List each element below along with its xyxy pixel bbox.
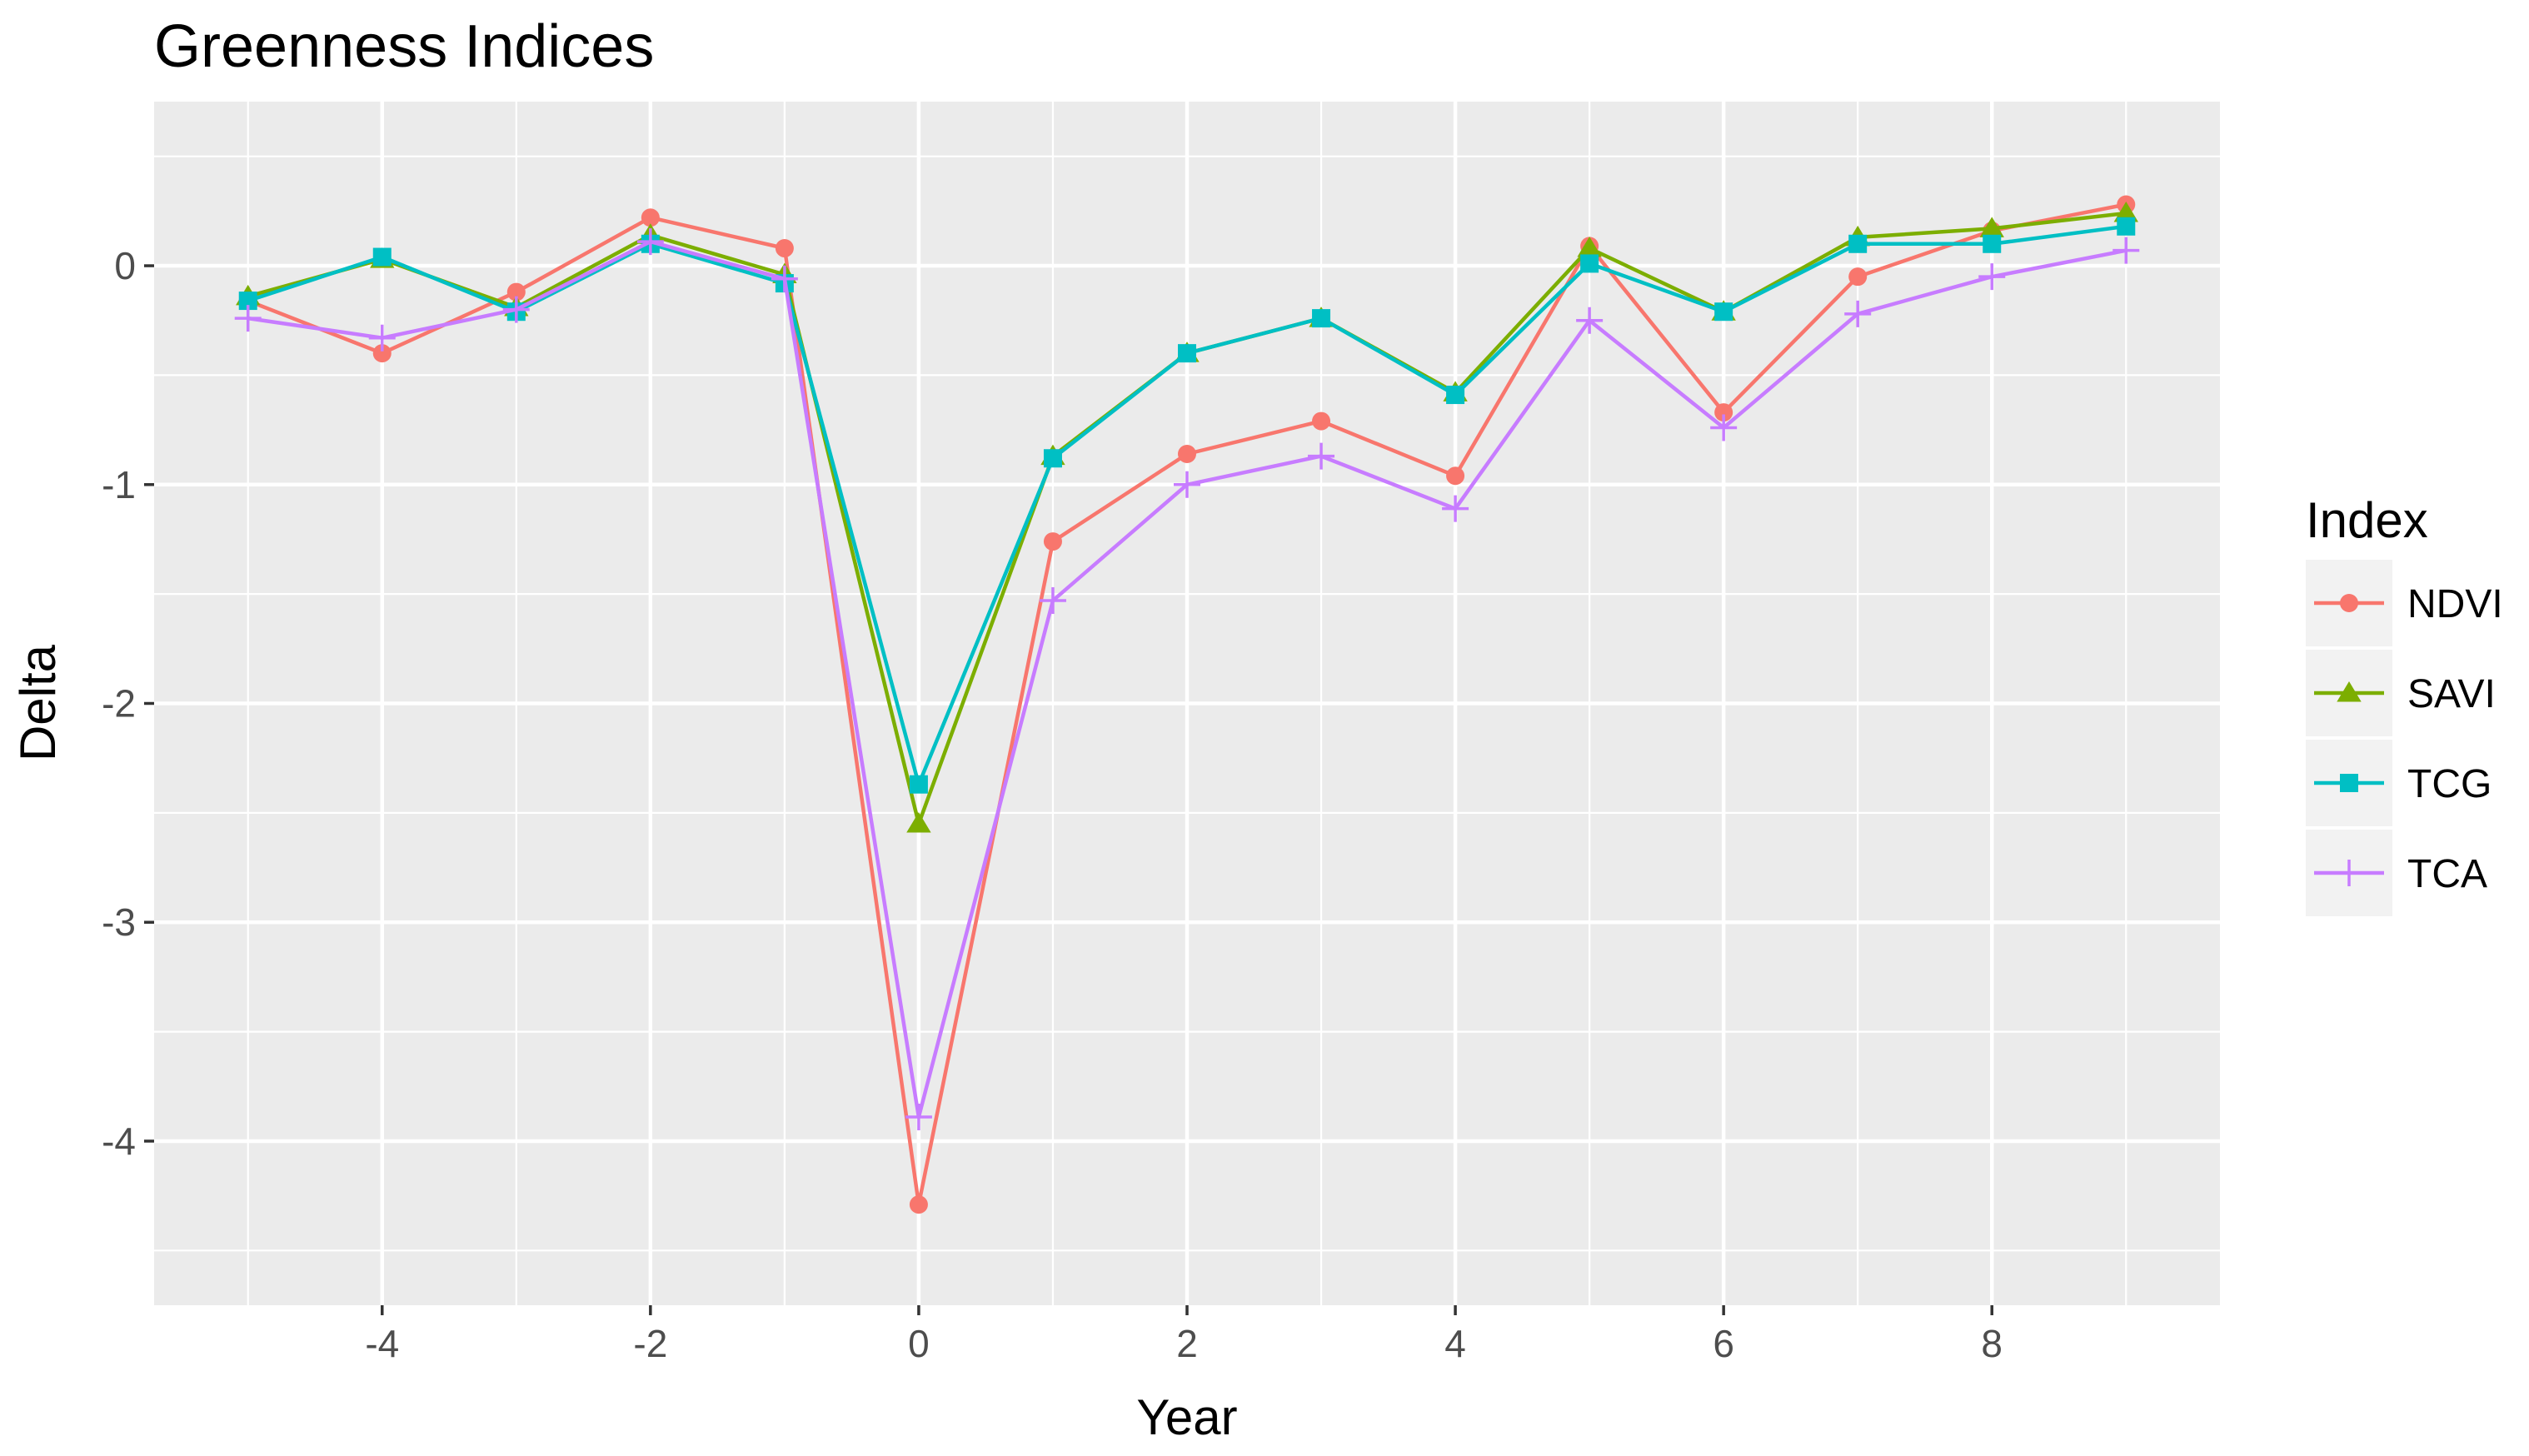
x-tick-label: -4 bbox=[365, 1322, 399, 1365]
legend-title: Index bbox=[2306, 492, 2428, 548]
data-point-ndvi bbox=[506, 282, 526, 302]
series-tcg bbox=[238, 217, 2136, 794]
data-point-tca bbox=[1039, 587, 1066, 615]
legend-item-tca: TCA bbox=[2306, 830, 2487, 916]
data-point-savi bbox=[906, 812, 931, 833]
data-point-tcg bbox=[1714, 302, 1733, 322]
series-tca bbox=[234, 228, 2140, 1131]
data-point-tcg bbox=[1178, 344, 1196, 363]
legend-marker-tca bbox=[2336, 860, 2362, 886]
data-point-tca bbox=[1576, 307, 1604, 334]
data-point-tca bbox=[368, 324, 396, 352]
data-point-tcg bbox=[1043, 449, 1062, 468]
legend: Index NDVI SAVI TCG TCA bbox=[2306, 492, 2503, 916]
legend-label-ndvi: NDVI bbox=[2407, 582, 2503, 626]
data-point-tcg bbox=[1848, 234, 1868, 253]
major-gridlines bbox=[154, 102, 2220, 1305]
data-point-tca bbox=[234, 305, 262, 332]
y-tick-label: 0 bbox=[114, 244, 136, 287]
data-point-ndvi bbox=[909, 1195, 928, 1214]
data-point-ndvi bbox=[1043, 532, 1062, 551]
legend-label-tca: TCA bbox=[2407, 852, 2487, 896]
data-point-tca bbox=[636, 228, 664, 256]
legend-label-savi: SAVI bbox=[2407, 672, 2496, 716]
legend-items: NDVI SAVI TCG TCA bbox=[2306, 560, 2503, 916]
legend-item-ndvi: NDVI bbox=[2306, 560, 2503, 646]
data-point-tcg bbox=[1580, 254, 1599, 273]
data-point-tcg bbox=[1312, 309, 1331, 328]
legend-label-tcg: TCG bbox=[2407, 762, 2492, 806]
legend-item-savi: SAVI bbox=[2306, 650, 2496, 736]
y-tick-label: -1 bbox=[102, 463, 136, 506]
data-point-tca bbox=[1978, 263, 2006, 291]
data-point-tca bbox=[1844, 300, 1872, 327]
x-tick-label: -2 bbox=[633, 1322, 667, 1365]
data-point-tcg bbox=[372, 247, 392, 267]
y-tick-label: -4 bbox=[102, 1119, 136, 1163]
data-point-tcg bbox=[909, 775, 928, 794]
x-tick-label: 4 bbox=[1444, 1322, 1466, 1365]
data-point-savi bbox=[2113, 201, 2138, 222]
data-point-ndvi bbox=[641, 208, 660, 227]
x-axis-title: Year bbox=[1136, 1389, 1237, 1445]
data-point-ndvi bbox=[372, 344, 392, 363]
data-point-tca bbox=[1174, 471, 1200, 498]
data-point-ndvi bbox=[1446, 466, 1465, 486]
data-point-tca bbox=[1308, 442, 1335, 470]
legend-item-tcg: TCG bbox=[2306, 740, 2492, 826]
legend-marker-savi bbox=[2337, 681, 2362, 702]
data-point-tcg bbox=[1446, 386, 1465, 405]
y-axis: -4 -3 -2 -1 0 bbox=[102, 244, 154, 1163]
y-tick-label: -2 bbox=[102, 682, 136, 726]
data-point-ndvi bbox=[775, 239, 794, 258]
data-point-tca bbox=[2112, 237, 2140, 264]
y-axis-title: Delta bbox=[10, 644, 66, 761]
x-axis: -4 -2 0 2 4 6 8 bbox=[365, 1305, 2003, 1365]
legend-marker-ndvi bbox=[2340, 594, 2358, 612]
data-point-tcg bbox=[1983, 234, 2002, 253]
x-tick-label: 2 bbox=[1176, 1322, 1198, 1365]
series-layer bbox=[234, 195, 2140, 1214]
x-tick-label: 0 bbox=[908, 1322, 930, 1365]
data-point-tcg bbox=[2117, 217, 2136, 236]
data-point-ndvi bbox=[1178, 444, 1196, 463]
data-point-ndvi bbox=[1714, 403, 1733, 422]
data-point-tcg bbox=[238, 292, 257, 311]
data-point-tca bbox=[502, 296, 530, 323]
data-point-tca bbox=[905, 1104, 932, 1131]
data-point-savi bbox=[1979, 217, 2004, 237]
data-point-savi bbox=[1577, 237, 1602, 257]
y-tick-label: -3 bbox=[102, 900, 136, 944]
x-tick-label: 6 bbox=[1713, 1322, 1734, 1365]
data-point-tca bbox=[1710, 414, 1738, 441]
data-point-ndvi bbox=[1848, 267, 1868, 287]
x-tick-label: 8 bbox=[1981, 1322, 2003, 1365]
chart-title: Greenness Indices bbox=[154, 13, 654, 80]
legend-marker-tcg bbox=[2340, 774, 2358, 792]
data-point-tca bbox=[1442, 495, 1469, 522]
data-point-tca bbox=[771, 265, 798, 292]
data-point-ndvi bbox=[1312, 411, 1331, 431]
